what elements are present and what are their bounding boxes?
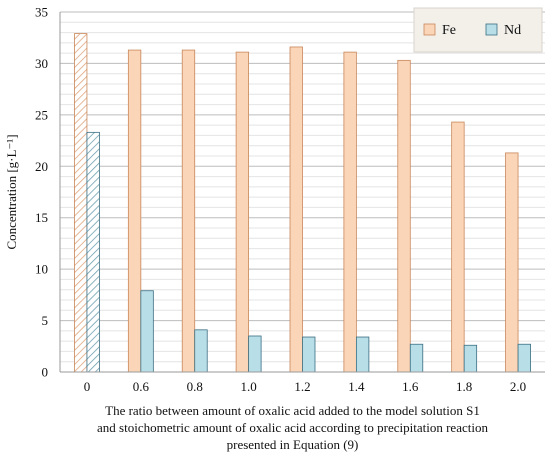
bar-nd-1.2 xyxy=(302,336,316,373)
legend: Fe Nd xyxy=(413,7,543,53)
axes xyxy=(59,12,545,373)
bar-fe-1.4 xyxy=(343,51,357,373)
x-tick-label: 0.6 xyxy=(133,379,150,394)
bar-fe-0.6 xyxy=(127,49,142,373)
legend-swatch-nd xyxy=(485,23,498,36)
x-tick-label: 1.6 xyxy=(402,379,419,394)
x-axis-title-line-3: presented in Equation (9) xyxy=(226,437,359,452)
x-axis-title-line-1: The ratio between amount of oxalic acid … xyxy=(105,403,480,418)
bar-fe-1.2 xyxy=(289,46,303,373)
x-axis-title: The ratio between amount of oxalic acid … xyxy=(40,402,545,453)
x-tick-label: 1.8 xyxy=(456,379,472,394)
bar-fe-2.0 xyxy=(505,152,519,373)
y-tick-label: 15 xyxy=(35,210,48,225)
bar-nd-2.0 xyxy=(517,343,531,373)
y-tick-label: 35 xyxy=(35,5,48,20)
bar-fe-0 xyxy=(74,33,88,373)
bar-fe-1.6 xyxy=(397,59,411,373)
x-tick-label: 1.4 xyxy=(348,379,365,394)
legend-label-fe: Fe xyxy=(442,23,456,38)
bar-fe-1.8 xyxy=(451,121,465,373)
y-tick-label: 5 xyxy=(42,313,49,328)
y-tick-label: 25 xyxy=(35,107,48,122)
x-tick-label: 2.0 xyxy=(510,379,526,394)
bar-nd-1.4 xyxy=(355,336,370,373)
y-tick-label: 0 xyxy=(42,365,49,380)
bar-nd-1.8 xyxy=(463,344,478,373)
bar-nd-0.6 xyxy=(140,290,154,373)
legend-label-nd: Nd xyxy=(504,23,521,38)
x-axis-title-line-2: and stoichometric amount of oxalic acid … xyxy=(97,420,488,435)
x-tick-label: 1.0 xyxy=(240,379,256,394)
tick-labels: 0 5 10 15 20 25 30 35 0 0.6 0.8 1.0 1.2 1.4 1.6 1.8 2.0 xyxy=(35,5,526,395)
y-tick-label: 20 xyxy=(35,159,48,174)
bar-fe-0.8 xyxy=(181,49,196,373)
bar-nd-1.6 xyxy=(409,343,424,373)
y-tick-label: 10 xyxy=(35,262,48,277)
legend-swatch-fe xyxy=(423,23,436,36)
x-tick-label: 0.8 xyxy=(187,379,203,394)
bar-nd-0 xyxy=(86,131,100,373)
y-tick-label: 30 xyxy=(35,56,48,71)
y-axis-title: Concentration [g·L⁻¹] xyxy=(4,134,19,249)
bar-nd-1.0 xyxy=(248,335,262,373)
x-tick-label: 0 xyxy=(84,379,91,394)
x-tick-label: 1.2 xyxy=(294,379,310,394)
bar-fe-1.0 xyxy=(235,51,250,373)
bar-nd-0.8 xyxy=(194,329,208,373)
